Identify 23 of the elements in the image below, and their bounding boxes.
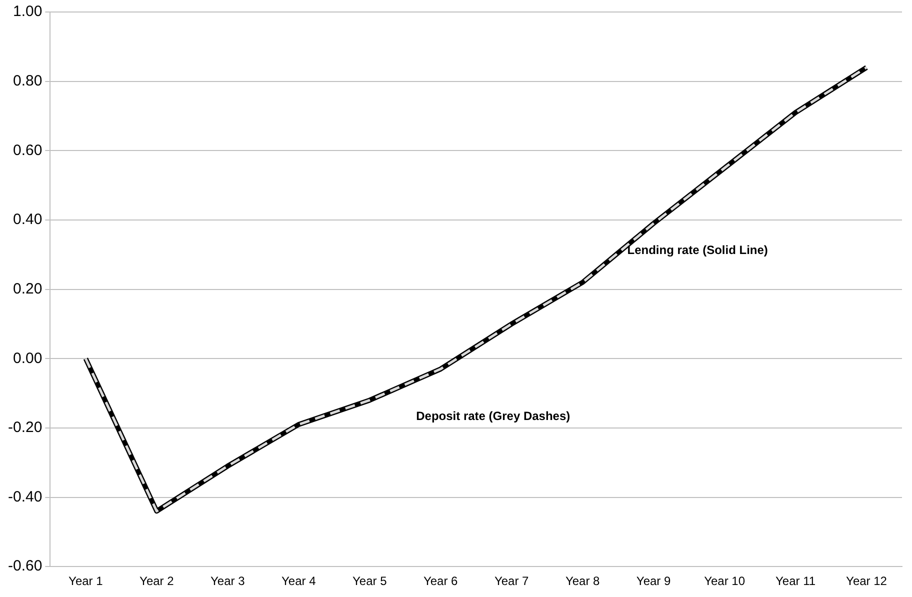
x-tick-label: Year 2 [140, 574, 174, 588]
y-tick-label: 0.20 [12, 280, 42, 298]
x-tick-label: Year 4 [282, 574, 316, 588]
y-tick-label: 0.00 [12, 350, 42, 367]
y-tick-label: 0.40 [12, 211, 42, 228]
x-tick-label: Year 12 [846, 574, 888, 588]
x-tick-label: Year 6 [423, 574, 458, 588]
annotation: Deposit rate (Grey Dashes) [416, 409, 570, 424]
annotation: Lending rate (Solid Line) [627, 242, 768, 257]
x-tick-label: Year 9 [636, 574, 672, 588]
x-tick-label: Year 3 [210, 574, 246, 588]
x-tick-label: Year 5 [352, 574, 388, 588]
y-tick-label: 0.60 [12, 142, 42, 159]
x-tick-label: Year 10 [704, 574, 746, 588]
x-tick-label: Year 8 [565, 574, 600, 588]
y-tick-label: 1.00 [12, 3, 42, 20]
x-tick-label: Year 7 [494, 574, 530, 588]
y-tick-label: -0.20 [8, 419, 42, 436]
y-tick-label: -0.60 [8, 558, 42, 575]
x-tick-label: Year 1 [68, 574, 104, 588]
y-tick-label: -0.40 [8, 488, 42, 506]
y-tick-label: 0.80 [12, 72, 42, 90]
x-tick-label: Year 11 [776, 574, 816, 588]
